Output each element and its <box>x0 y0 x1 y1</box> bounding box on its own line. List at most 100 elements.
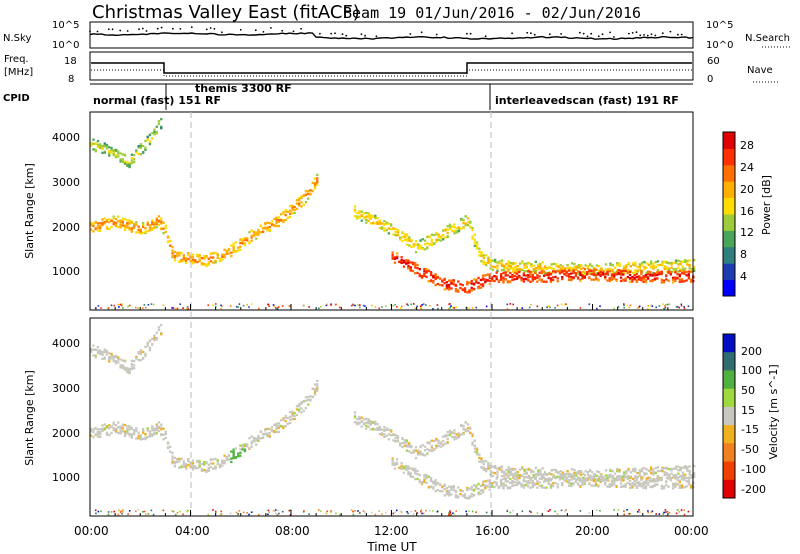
sky-right-tick-bottom: 10^0 <box>706 40 733 51</box>
velocity-cell <box>270 426 274 429</box>
power-cell <box>439 236 442 239</box>
velocity-noise-cell <box>100 510 102 513</box>
velocity-cell <box>417 449 420 452</box>
sky-search-dot <box>334 32 336 35</box>
power-noise-cell <box>396 306 398 308</box>
power-ytick-3000: 3000 <box>52 176 80 189</box>
velocity-cell <box>408 450 411 453</box>
power-cell <box>275 216 278 219</box>
power-cell <box>400 261 403 264</box>
power-cell <box>504 271 507 274</box>
power-cell <box>625 264 628 267</box>
power-cell <box>157 122 161 126</box>
power-noise-cell <box>465 306 467 309</box>
velocity-cell <box>121 366 124 370</box>
velocity-cell <box>572 482 575 485</box>
power-cell <box>96 140 100 143</box>
power-cell <box>101 221 104 224</box>
velocity-cell <box>128 369 131 372</box>
velocity-noise-cell <box>666 510 669 513</box>
power-cell <box>119 226 122 229</box>
power-cell <box>135 150 138 153</box>
power-cell <box>636 266 639 269</box>
velocity-cell <box>582 478 585 481</box>
power-cell <box>128 165 131 169</box>
velocity-cell <box>566 473 569 476</box>
velocity-cell <box>101 429 104 432</box>
power-noise-cell <box>599 305 601 307</box>
power-cell <box>435 231 438 235</box>
velocity-cell <box>478 456 481 460</box>
power-cell <box>241 242 244 245</box>
velocity-cell <box>479 489 482 492</box>
power-cell <box>617 272 620 275</box>
power-cell <box>619 272 623 275</box>
velocity-cell <box>565 480 568 483</box>
power-cell <box>135 221 138 224</box>
velocity-cell <box>634 475 637 478</box>
power-cell <box>491 268 494 272</box>
velocity-cell <box>358 421 361 425</box>
power-cell <box>243 243 247 247</box>
velocity-cell <box>198 466 201 469</box>
power-cell <box>543 270 546 273</box>
velocity-noise-cell <box>97 510 100 513</box>
velocity-cell <box>450 485 453 488</box>
velocity-cell <box>90 434 93 437</box>
power-cell <box>665 275 668 278</box>
power-cell <box>626 271 629 275</box>
power-cell <box>601 273 605 276</box>
velocity-cell <box>663 471 666 474</box>
power-cell <box>660 278 663 281</box>
power-cell <box>92 142 95 145</box>
power-cell <box>139 143 142 146</box>
power-cell <box>291 206 294 209</box>
velocity-noise-cell <box>626 509 628 511</box>
sky-search-dot <box>601 33 604 36</box>
velocity-cell <box>486 485 489 488</box>
power-cell <box>402 265 406 268</box>
velocity-cell <box>552 484 555 488</box>
velocity-cell <box>419 445 422 448</box>
power-cell <box>640 272 643 275</box>
power-cell <box>457 289 460 292</box>
power-cell <box>353 215 357 218</box>
power-cell <box>650 260 653 263</box>
power-cell <box>466 291 469 294</box>
velocity-cell <box>484 484 487 487</box>
velocity-cell <box>282 417 285 420</box>
velocity-noise-cell <box>171 510 173 512</box>
velocity-cell <box>425 473 428 477</box>
velocity-cell <box>250 445 253 448</box>
velocity-cell <box>613 483 616 486</box>
power-cell <box>606 272 609 276</box>
sky-search-dot <box>364 34 366 37</box>
power-noise-cell <box>100 307 102 309</box>
velocity-noise-cell <box>406 511 408 513</box>
velocity-cell <box>405 468 408 471</box>
power-cell <box>203 263 206 266</box>
velocity-cell <box>166 442 170 445</box>
freq-right-tick-bottom: 0 <box>707 74 713 85</box>
velocity-cell <box>669 479 672 482</box>
velocity-noise-cell <box>137 509 139 511</box>
power-noise-cell <box>371 304 373 307</box>
power-cell <box>137 228 140 231</box>
velocity-cell <box>586 471 589 474</box>
velocity-cell <box>302 400 305 403</box>
velocity-cell <box>453 429 456 432</box>
velocity-cell <box>631 484 634 487</box>
velocity-cell <box>674 485 677 489</box>
velocity-cell <box>182 463 185 466</box>
velocity-cell <box>114 355 118 358</box>
velocity-cell <box>475 486 478 489</box>
power-cell <box>435 240 438 243</box>
velocity-cell <box>568 473 571 477</box>
power-noise-cell <box>258 307 260 310</box>
power-cell <box>450 287 453 290</box>
power-cell <box>394 227 397 231</box>
velocity-noise-cell <box>212 509 214 511</box>
velocity-cell <box>139 436 142 439</box>
power-cell <box>153 227 156 230</box>
velocity-cell <box>644 487 648 490</box>
